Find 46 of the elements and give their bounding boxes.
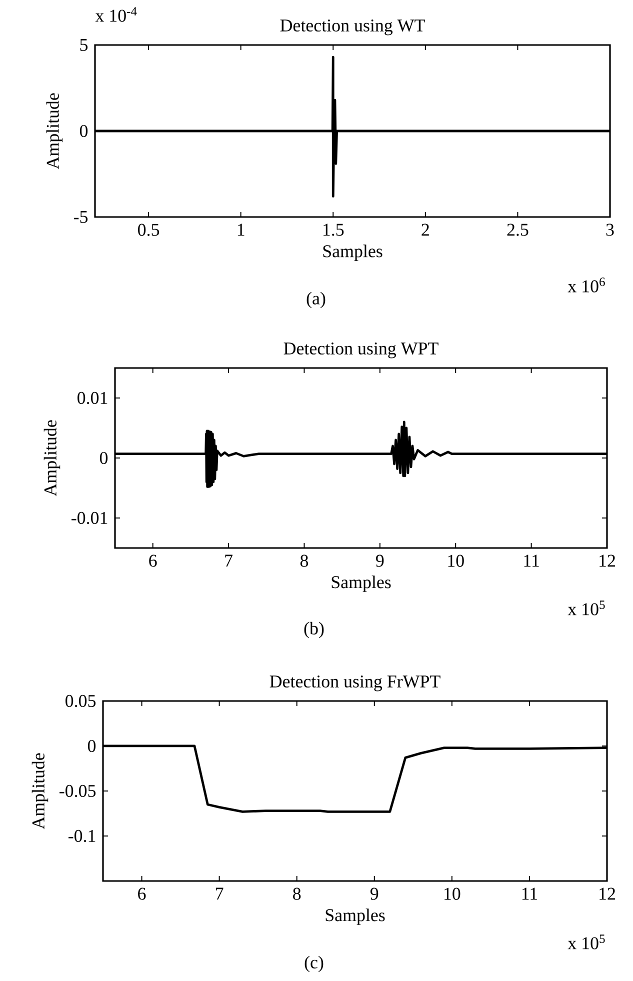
x-tick-label: 7	[225, 554, 233, 567]
x-axis-title: Samples	[323, 244, 382, 261]
y-tick-label: 0	[88, 740, 96, 752]
x-tick-label: 6	[149, 554, 157, 567]
y-axis-title: Amplitude	[32, 753, 48, 830]
chart-title: Detection using WT	[280, 20, 425, 36]
x-tick-label: 12	[600, 888, 615, 900]
x-tick-label: 8	[293, 888, 301, 900]
text: (c)	[304, 956, 324, 972]
x-tick-label: 8	[300, 554, 308, 567]
x-tick-label: 0.5	[138, 224, 160, 236]
y-tick-label: -0.1	[68, 830, 96, 842]
text: x 10$^{5}$	[568, 934, 605, 950]
x-axis-title: Samples	[332, 576, 391, 592]
text: (b)	[304, 622, 324, 638]
x-tick-label: 10	[448, 554, 464, 567]
y-tick-label: 0	[80, 124, 88, 138]
x-tick-label: 9	[370, 888, 378, 900]
y-tick-label: 5	[80, 39, 88, 51]
x-axis-title: Samples	[326, 908, 385, 925]
chart-title: Detection using WPT	[284, 342, 438, 358]
x-tick-label: 9	[376, 554, 384, 567]
y-tick-label: -0.01	[72, 512, 108, 524]
x-tick-label: 11	[524, 554, 539, 567]
y-tick-label: -5	[74, 211, 88, 223]
text: (a)	[306, 292, 326, 308]
x-tick-label: 1	[238, 224, 244, 236]
x-tick-label: 7	[216, 888, 224, 900]
y-tick-label: 0.01	[78, 392, 108, 404]
chart-title: Detection using FrWPT	[270, 675, 440, 692]
x-tick-label: 3	[606, 224, 614, 236]
x-tick-label: 10	[444, 888, 460, 900]
y-tick-label: -0.05	[60, 784, 96, 798]
x-tick-label: 11	[522, 888, 538, 900]
text: x 10$^{-4}$	[95, 7, 137, 22]
y-axis-title: Amplitude	[44, 420, 60, 496]
y-tick-label: 0	[100, 452, 108, 464]
x-tick-label: 12	[600, 554, 615, 567]
x-tick-label: 2.5	[507, 224, 528, 236]
x-tick-label: 2	[422, 224, 429, 236]
text: x 10$^{6}$	[568, 278, 605, 292]
x-tick-label: 1.5	[323, 224, 344, 236]
text: x 10$^{5}$	[568, 600, 605, 616]
y-axis-title: Amplitude	[46, 93, 63, 170]
x-tick-label: 6	[138, 888, 146, 900]
y-tick-label: 0.05	[66, 694, 96, 708]
